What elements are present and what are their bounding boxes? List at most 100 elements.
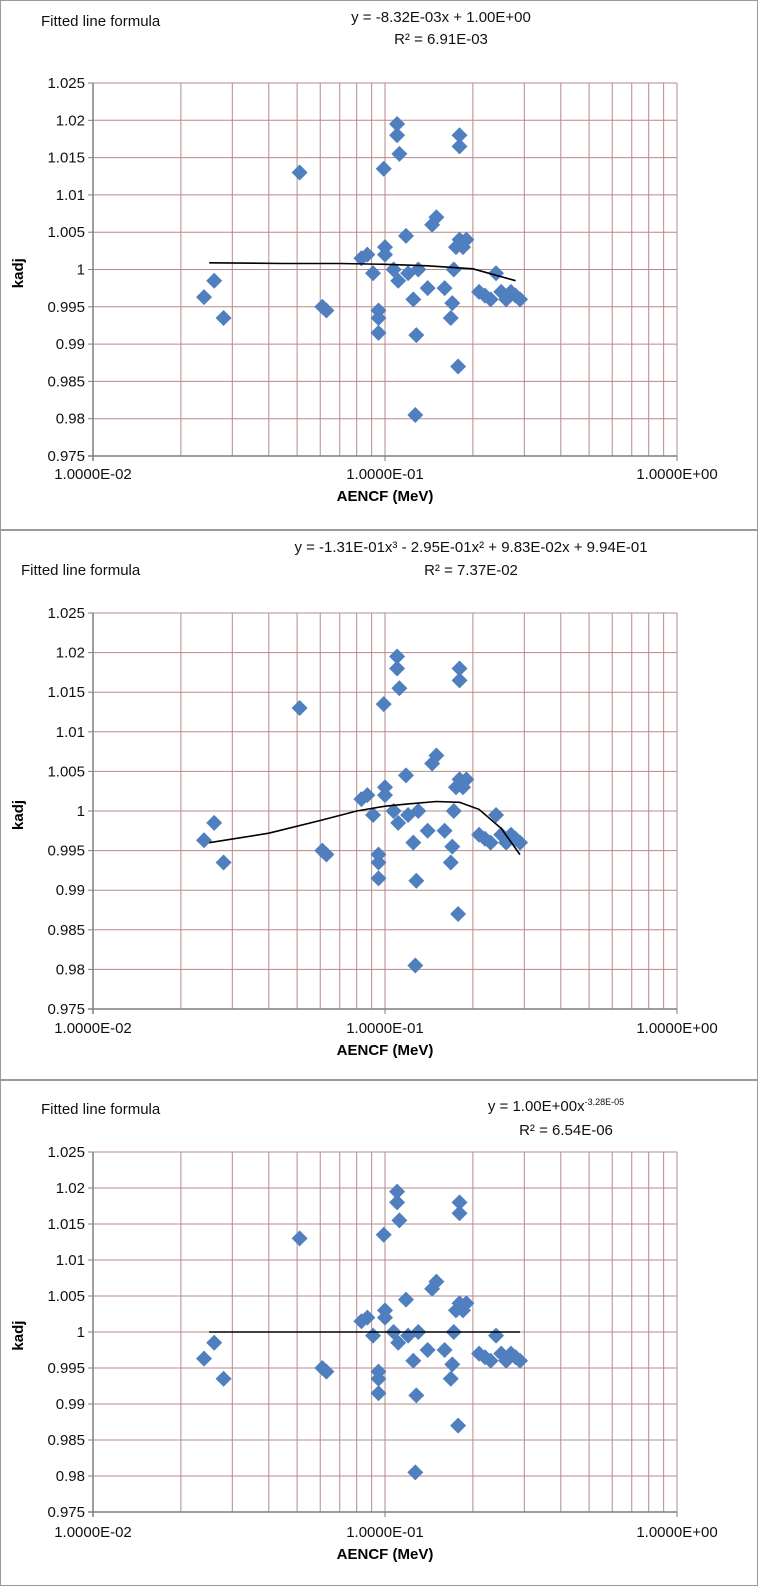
y-tick-label: 0.995 [47, 843, 85, 860]
data-point [359, 787, 376, 804]
data-point [390, 1334, 407, 1351]
data-point [458, 231, 475, 248]
scatter-plot-power: 0.975 0.98 0.985 0.99 0.995 1 1.005 1.01 1.015 1.… [10, 1144, 718, 1563]
data-point [206, 272, 223, 289]
gridlines [92, 612, 678, 1010]
data-point [215, 1370, 232, 1387]
data-point [428, 747, 445, 764]
y-tick-label: 1.01 [56, 724, 85, 741]
data-point [389, 660, 406, 677]
data-point [397, 227, 414, 244]
y-tick-label: 0.99 [56, 336, 85, 353]
y-tick-label: 0.995 [47, 299, 85, 316]
data-point [397, 1291, 414, 1308]
data-point [365, 806, 382, 823]
data-point [206, 1334, 223, 1351]
data-point [370, 846, 387, 863]
data-point [375, 160, 392, 177]
data-point [291, 164, 308, 181]
data-point [424, 755, 441, 772]
data-point [400, 806, 417, 823]
data-point [498, 291, 515, 308]
x-tick-label: 1.0000E-01 [346, 1020, 424, 1037]
y-tick-label: 0.99 [56, 1396, 85, 1413]
data-point [359, 246, 376, 263]
data-point [405, 834, 422, 851]
data-point [428, 1273, 445, 1290]
data-point [442, 309, 459, 326]
data-point [291, 700, 308, 717]
y-axis-label: kadj [10, 800, 27, 830]
data-points [196, 1183, 529, 1481]
data-point [436, 1342, 453, 1358]
data-point [488, 806, 505, 823]
x-axis-label: AENCF (MeV) [337, 1042, 434, 1059]
x-axis-label: AENCF (MeV) [337, 488, 434, 505]
data-point [444, 295, 461, 312]
data-point [318, 302, 335, 319]
y-tick-label: 1.005 [47, 1288, 85, 1305]
chart-panel-polynomial: Fitted line formula y = -1.31E-01x³ - 2.… [0, 530, 758, 1080]
data-point [370, 870, 387, 887]
data-point [318, 1363, 335, 1380]
y-tick-label: 0.975 [47, 1001, 85, 1018]
y-tick-label: 1.005 [47, 763, 85, 780]
y-tick-label: 1 [77, 803, 85, 820]
y-tick-label: 1.015 [47, 1216, 85, 1233]
data-point [512, 291, 529, 308]
x-tick-label: 1.0000E-02 [54, 1020, 132, 1037]
data-point [428, 209, 445, 226]
data-point [436, 280, 453, 297]
data-point [482, 834, 499, 851]
data-point [498, 834, 515, 851]
data-point [389, 116, 406, 133]
y-tick-label: 1.01 [56, 1252, 85, 1269]
data-point [370, 302, 387, 319]
data-point [375, 696, 392, 713]
data-point [436, 822, 453, 839]
data-point [407, 957, 424, 974]
data-point [488, 265, 505, 282]
data-point [419, 280, 436, 297]
data-point [408, 872, 425, 889]
data-point [377, 787, 393, 804]
data-point [405, 291, 422, 308]
data-point [458, 771, 475, 788]
data-point [375, 1226, 392, 1243]
x-tick-label: 1.0000E+00 [636, 1020, 717, 1037]
data-point [397, 767, 414, 784]
data-point [391, 1212, 408, 1229]
data-point [353, 1313, 370, 1330]
data-point [215, 854, 232, 871]
data-point [419, 822, 436, 839]
y-tick-label: 0.975 [47, 1504, 85, 1521]
data-point [451, 138, 468, 155]
x-tick-label: 1.0000E-01 [346, 466, 424, 483]
y-tick-label: 1.025 [47, 1144, 85, 1161]
data-point [365, 1327, 382, 1344]
data-point [370, 1363, 387, 1380]
fit-equation: y = -8.32E-03x + 1.00E+00 [351, 9, 531, 26]
y-tick-label: 1.025 [47, 75, 85, 92]
data-points [196, 648, 529, 974]
y-tick-label: 1.025 [47, 605, 85, 622]
y-tick-label: 1.02 [56, 112, 85, 129]
fit-equation: y = 1.00E+00x-3.28E-05 [488, 1097, 624, 1115]
data-point [407, 406, 424, 423]
data-point [390, 272, 407, 289]
data-point [389, 127, 406, 144]
fit-r-squared: R² = 6.54E-06 [519, 1122, 613, 1139]
data-point [291, 1230, 308, 1247]
chart-panel-power: Fitted line formula y = 1.00E+00x-3.28E-… [0, 1080, 758, 1586]
data-point [377, 246, 393, 263]
y-tick-label: 0.98 [56, 411, 85, 428]
panel-title: Fitted line formula [41, 1101, 161, 1118]
data-point [444, 838, 461, 855]
data-point [451, 1205, 468, 1222]
data-point [445, 803, 462, 819]
data-point [405, 1352, 422, 1369]
y-tick-label: 0.985 [47, 1432, 85, 1449]
data-point [359, 1309, 376, 1326]
data-point [389, 1183, 406, 1200]
y-tick-label: 1.015 [47, 684, 85, 701]
